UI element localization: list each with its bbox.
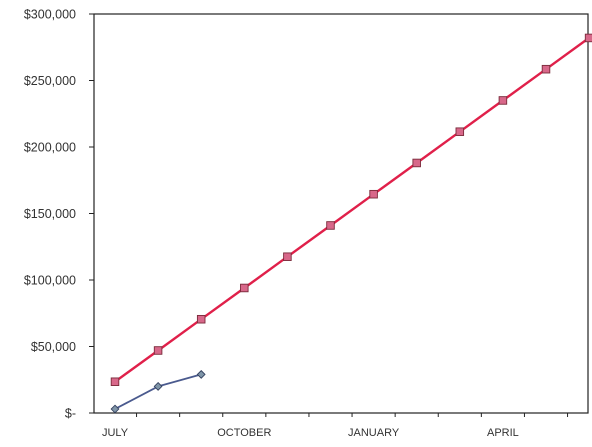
y-tick-label: $300,000 xyxy=(24,8,76,22)
series-2 xyxy=(110,369,206,414)
series-2-marker xyxy=(196,369,206,379)
series-1-marker xyxy=(110,377,120,386)
series-1-marker xyxy=(240,283,249,293)
series-2-line xyxy=(114,373,202,410)
y-tick-label: $- xyxy=(65,407,76,421)
y-tick-label: $250,000 xyxy=(24,74,76,88)
y-tick-label: $100,000 xyxy=(24,274,76,288)
y-axis: $- $50,000 $100,000 $150,000 $200,000 $250,00… xyxy=(24,8,94,421)
series-1-marker xyxy=(498,96,508,105)
x-tick-label: OCTOBER xyxy=(217,427,271,439)
y-tick-label: $200,000 xyxy=(24,141,76,155)
series-1-marker xyxy=(541,64,551,74)
y-tick-label: $150,000 xyxy=(24,207,76,221)
x-axis: JULY OCTOBER JANUARY APRIL xyxy=(102,413,569,439)
series-1-marker xyxy=(369,189,378,199)
series-1-line xyxy=(114,36,590,383)
series-2-marker xyxy=(110,404,120,414)
y-tick-label: $50,000 xyxy=(31,340,76,354)
series-1-marker xyxy=(326,221,335,230)
series-1-marker xyxy=(283,252,292,261)
series-layer xyxy=(110,33,592,414)
plot-frame xyxy=(93,13,589,414)
series-1-marker xyxy=(412,158,421,168)
x-tick-label: JULY xyxy=(102,427,129,439)
series-1-marker xyxy=(196,314,206,324)
x-tick-label: APRIL xyxy=(487,427,519,439)
series-1-marker xyxy=(455,127,465,136)
series-2-marker xyxy=(153,381,163,391)
plot-area-border xyxy=(93,13,589,414)
series-1-marker xyxy=(153,346,163,355)
x-tick-label: JANUARY xyxy=(348,427,400,439)
series-1-marker xyxy=(584,33,592,43)
series-1 xyxy=(110,33,592,386)
